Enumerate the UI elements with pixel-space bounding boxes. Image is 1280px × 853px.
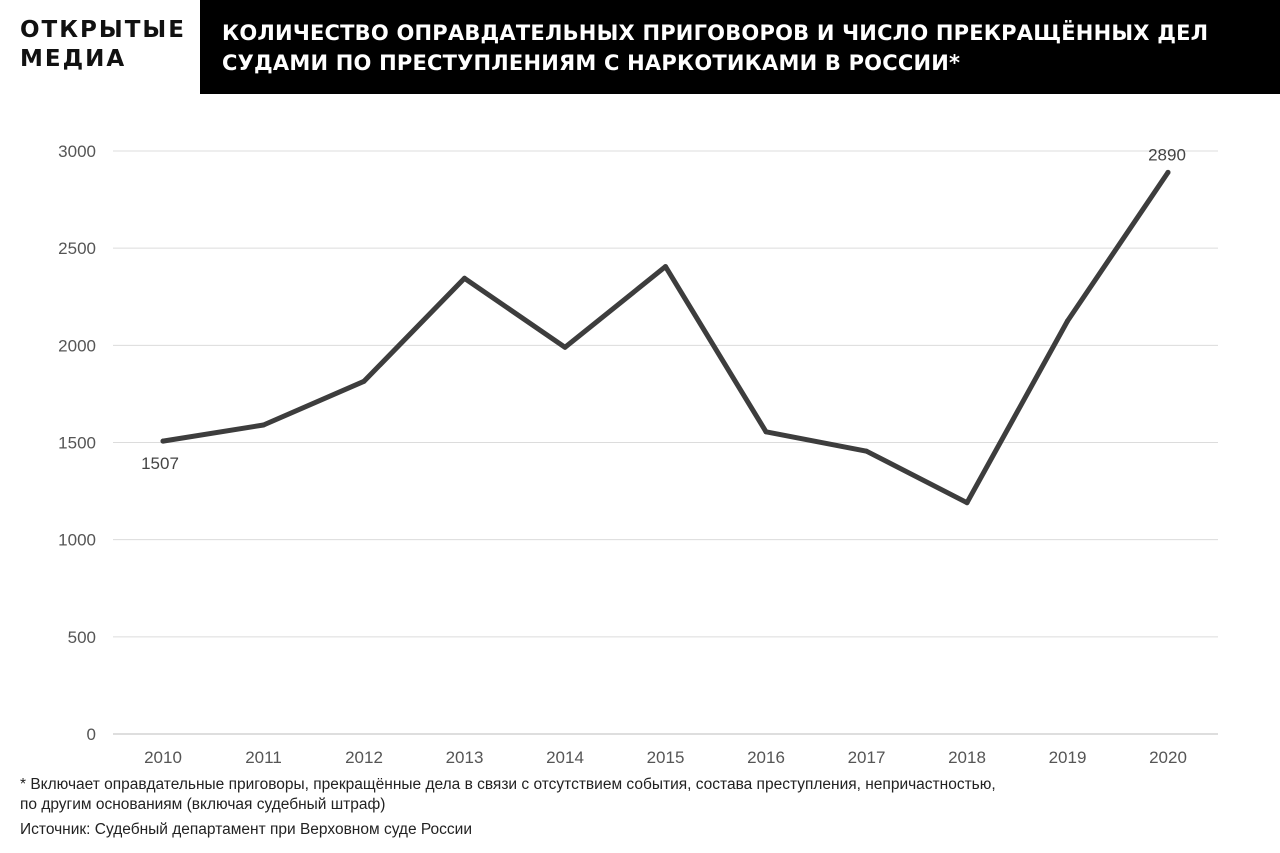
data-label-2010: 1507 <box>141 454 179 473</box>
x-tick-label-2010: 2010 <box>144 748 182 767</box>
y-tick-label-1000: 1000 <box>58 531 96 550</box>
x-tick-label-2012: 2012 <box>345 748 383 767</box>
logo: ОТКРЫТЫЕ МЕДИА <box>20 16 190 74</box>
footnote-line-2: по другим основаниям (включая судебный ш… <box>20 796 386 813</box>
footnote-line-1: * Включает оправдательные приговоры, пре… <box>20 776 996 793</box>
y-tick-label-2000: 2000 <box>58 336 96 355</box>
y-tick-label-0: 0 <box>87 725 96 744</box>
source-note: Источник: Судебный департамент при Верхо… <box>20 821 472 838</box>
data-point-2018 <box>964 500 970 506</box>
title-bar: КОЛИЧЕСТВО ОПРАВДАТЕЛЬНЫХ ПРИГОВОРОВ И Ч… <box>200 0 1280 94</box>
x-tick-label-2014: 2014 <box>546 748 584 767</box>
y-tick-label-500: 500 <box>68 628 96 647</box>
data-point-2016 <box>763 429 769 435</box>
data-point-2015 <box>663 264 668 270</box>
footnote: * Включает оправдательные приговоры, пре… <box>20 775 1260 840</box>
logo-line-1: ОТКРЫТЫЕ <box>20 17 186 43</box>
x-tick-label-2017: 2017 <box>848 748 886 767</box>
logo-line-2: МЕДИА <box>20 46 127 72</box>
x-tick-label-2020: 2020 <box>1149 748 1187 767</box>
data-point-2011 <box>261 422 266 428</box>
data-point-2012 <box>361 378 367 384</box>
data-point-2014 <box>562 344 568 350</box>
data-label-2020: 2890 <box>1148 145 1186 164</box>
x-tick-label-2015: 2015 <box>647 748 685 767</box>
data-point-2013 <box>462 275 467 281</box>
y-tick-label-3000: 3000 <box>58 142 96 161</box>
chart-title-line-2: СУДАМИ ПО ПРЕСТУПЛЕНИЯМ С НАРКОТИКАМИ В … <box>222 51 961 75</box>
x-tick-label-2016: 2016 <box>747 748 785 767</box>
x-tick-label-2011: 2011 <box>245 748 282 767</box>
data-point-2010 <box>160 438 166 444</box>
x-tick-label-2019: 2019 <box>1049 748 1087 767</box>
data-point-2019 <box>1065 318 1070 324</box>
data-point-2020 <box>1165 169 1171 175</box>
chart-title: КОЛИЧЕСТВО ОПРАВДАТЕЛЬНЫХ ПРИГОВОРОВ И Ч… <box>222 18 1272 78</box>
x-tick-label-2013: 2013 <box>446 748 484 767</box>
data-point-2017 <box>864 448 869 454</box>
y-tick-label-1500: 1500 <box>58 434 96 453</box>
y-tick-label-2500: 2500 <box>58 239 96 258</box>
chart-title-line-1: КОЛИЧЕСТВО ОПРАВДАТЕЛЬНЫХ ПРИГОВОРОВ И Ч… <box>222 21 1209 45</box>
series-line-0 <box>160 169 1171 506</box>
line-chart: 0 500 1000 1500 2000 2500 3000 2010 2011 2012 2013… <box>58 142 1218 767</box>
x-tick-label-2018: 2018 <box>948 748 986 767</box>
